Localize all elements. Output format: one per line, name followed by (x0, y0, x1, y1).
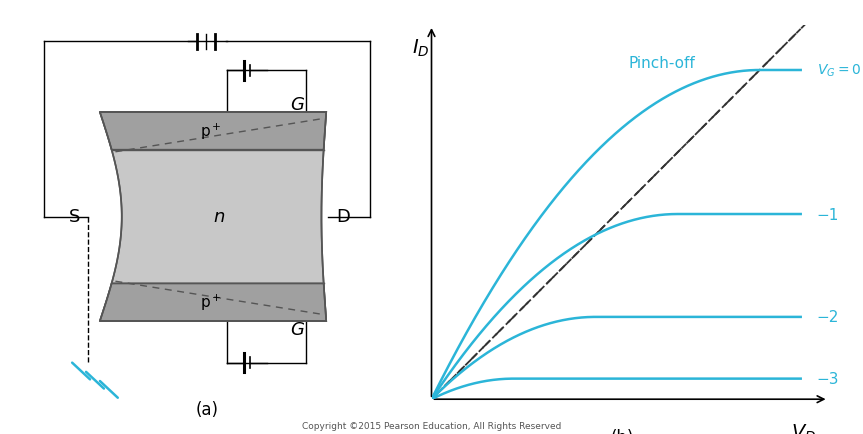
Text: $V_G = 0$ V: $V_G = 0$ V (816, 62, 863, 79)
Text: n: n (213, 208, 224, 226)
Polygon shape (100, 113, 326, 321)
Text: S: S (69, 208, 80, 226)
Text: −3: −3 (816, 371, 839, 386)
Text: G: G (291, 321, 305, 339)
Text: Copyright ©2015 Pearson Education, All Rights Reserved: Copyright ©2015 Pearson Education, All R… (302, 421, 561, 430)
Text: Pinch-off: Pinch-off (628, 56, 695, 71)
Text: (b): (b) (610, 427, 633, 434)
Text: (a): (a) (196, 400, 218, 418)
Text: D: D (337, 208, 350, 226)
Polygon shape (100, 284, 326, 321)
Text: $I_D$: $I_D$ (412, 37, 429, 59)
Text: $V_D$: $V_D$ (791, 422, 816, 434)
Text: p$^+$: p$^+$ (200, 122, 222, 142)
Text: −2: −2 (816, 310, 839, 325)
Text: −1: −1 (816, 207, 839, 222)
Text: p$^+$: p$^+$ (200, 292, 222, 312)
Polygon shape (100, 113, 326, 150)
Text: G: G (291, 95, 305, 113)
